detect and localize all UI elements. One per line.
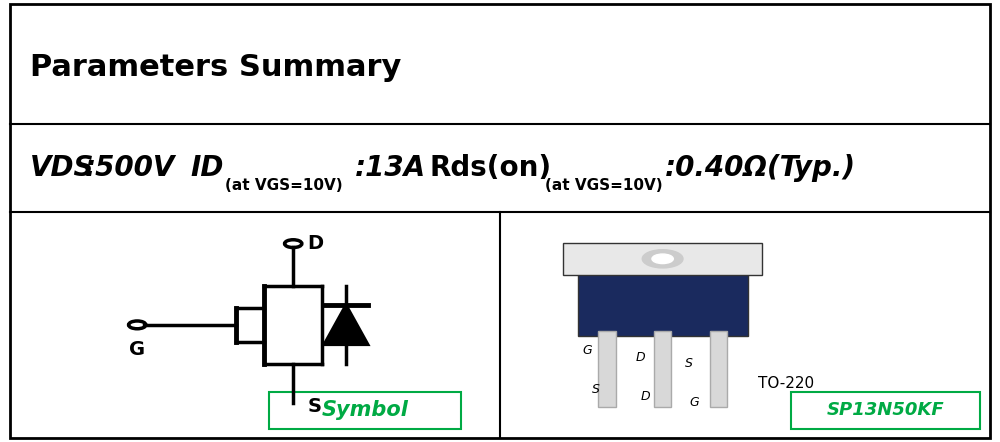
FancyBboxPatch shape <box>578 267 748 336</box>
FancyBboxPatch shape <box>269 392 461 429</box>
FancyBboxPatch shape <box>10 4 990 438</box>
FancyBboxPatch shape <box>654 332 671 407</box>
Text: :500V: :500V <box>85 154 175 182</box>
Text: Symbol: Symbol <box>322 400 409 420</box>
Text: S: S <box>592 383 600 396</box>
Text: D: D <box>636 351 646 364</box>
FancyBboxPatch shape <box>791 392 980 429</box>
Text: TO-220: TO-220 <box>758 376 814 391</box>
Text: G: G <box>129 340 145 359</box>
Circle shape <box>652 254 673 263</box>
Text: :13A: :13A <box>355 154 426 182</box>
Text: S: S <box>308 396 322 415</box>
Text: (at VGS=10V): (at VGS=10V) <box>545 178 663 193</box>
Text: (at VGS=10V): (at VGS=10V) <box>225 178 343 193</box>
Text: S: S <box>684 357 692 370</box>
FancyBboxPatch shape <box>710 332 727 407</box>
Text: ID: ID <box>190 154 223 182</box>
Text: Rds(on): Rds(on) <box>430 154 552 182</box>
Text: :0.40Ω(Typ.): :0.40Ω(Typ.) <box>665 154 856 182</box>
Text: G: G <box>583 344 592 358</box>
Text: VDS: VDS <box>30 154 94 182</box>
Circle shape <box>642 250 683 268</box>
FancyBboxPatch shape <box>563 243 762 275</box>
Text: D: D <box>308 234 324 253</box>
FancyBboxPatch shape <box>598 332 616 407</box>
Text: SP13N50KF: SP13N50KF <box>827 401 945 419</box>
Text: D: D <box>641 390 650 403</box>
Text: G: G <box>689 396 699 409</box>
Text: Parameters Summary: Parameters Summary <box>30 53 401 82</box>
Polygon shape <box>324 305 368 344</box>
